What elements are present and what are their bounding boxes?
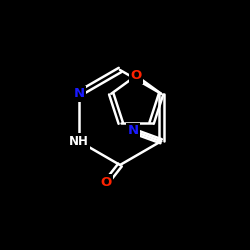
Text: O: O (100, 176, 112, 189)
Text: O: O (130, 69, 142, 82)
Text: N: N (73, 87, 85, 100)
Text: NH: NH (69, 135, 89, 148)
Text: N: N (128, 124, 138, 138)
